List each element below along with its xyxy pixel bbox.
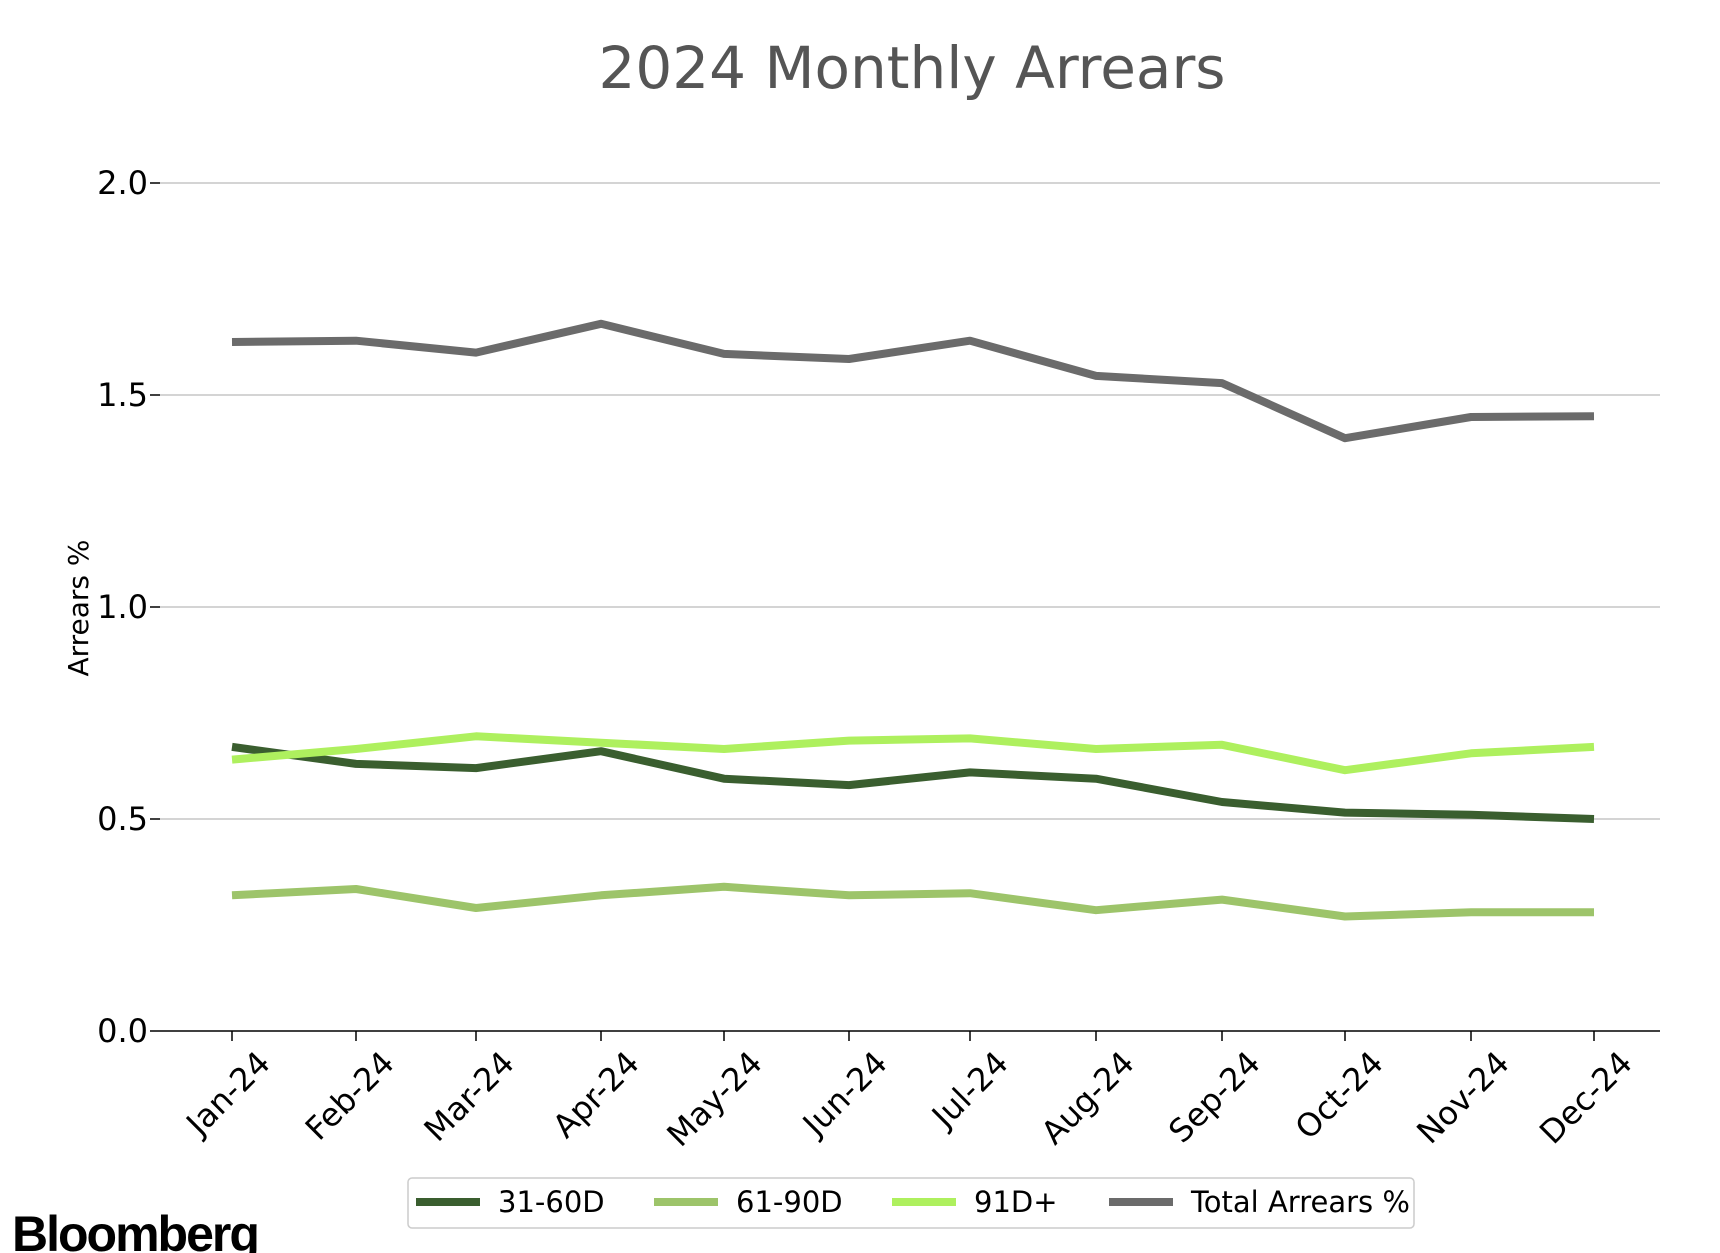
x-tick-label: Sep-24 — [1161, 1044, 1267, 1150]
x-tick-label: May-24 — [659, 1044, 769, 1154]
y-axis: 0.0 0.5 1.0 1.5 2.0 — [97, 164, 160, 1050]
x-tick-label: Mar-24 — [417, 1044, 522, 1149]
gridlines — [160, 182, 1660, 1032]
y-tick-label: 2.0 — [97, 164, 148, 202]
bloomberg-logo: Bloomberg — [12, 1206, 258, 1253]
x-tick-label: Oct-24 — [1288, 1044, 1391, 1147]
y-tick-label: 1.5 — [97, 376, 148, 414]
y-tick-label: 1.0 — [97, 588, 148, 626]
x-tick-label: Jun-24 — [794, 1044, 895, 1145]
legend: 31-60D 61-90D 91D+ Total Arrears % — [407, 1177, 1415, 1229]
y-tick-label: 0.5 — [97, 800, 148, 838]
legend-label: 61-90D — [736, 1185, 843, 1219]
x-tick-label: Feb-24 — [298, 1044, 402, 1148]
x-tick-label: Apr-24 — [545, 1044, 647, 1146]
x-tick-label: Jul-24 — [923, 1044, 1016, 1137]
x-tick-label: Jan-24 — [178, 1044, 278, 1144]
x-tick-label: Dec-24 — [1532, 1044, 1640, 1152]
series-line-61-90d — [231, 882, 1594, 921]
x-tick-label: Aug-24 — [1034, 1044, 1142, 1152]
series-lines — [231, 319, 1595, 921]
legend-label: 31-60D — [498, 1185, 605, 1219]
series-line-31-60d — [231, 742, 1595, 823]
legend-label: 91D+ — [974, 1185, 1058, 1219]
series-line-total-arrears — [231, 319, 1595, 443]
legend-label: Total Arrears % — [1190, 1185, 1410, 1219]
chart-title: 2024 Monthly Arrears — [598, 34, 1225, 102]
y-axis-label: Arrears % — [62, 539, 95, 676]
series-line-91d — [231, 732, 1595, 775]
y-tick-label: 0.0 — [97, 1012, 148, 1050]
x-axis: Jan-24 Feb-24 Mar-24 Apr-24 May-24 Jun-24 Jul-… — [178, 1031, 1640, 1154]
x-tick-label: Nov-24 — [1409, 1044, 1516, 1151]
